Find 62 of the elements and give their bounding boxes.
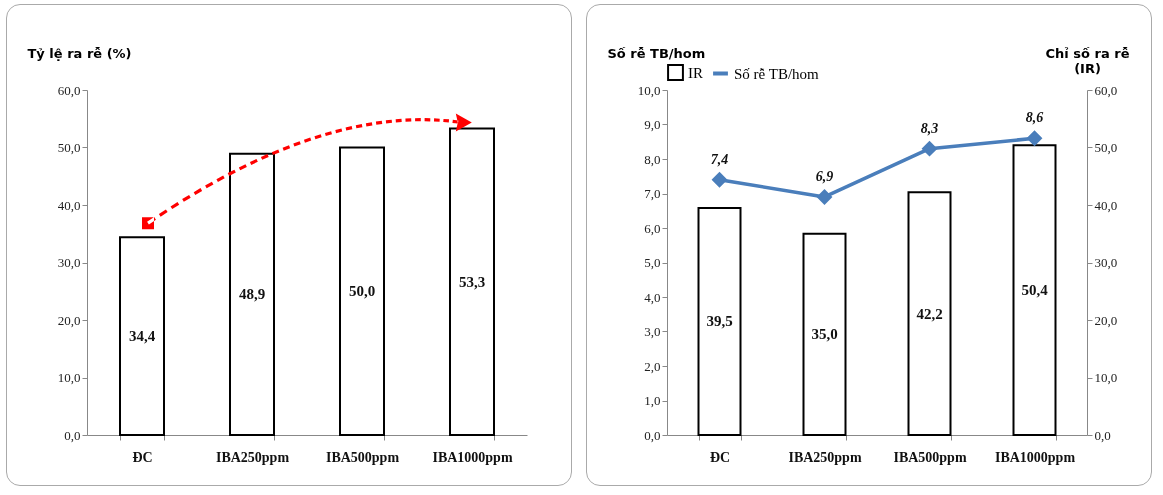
x-tick-label: IBA500ppm (893, 449, 967, 465)
bar (339, 146, 385, 436)
y-tick-label: 4,0 (644, 289, 661, 305)
bar (449, 127, 495, 436)
data-label: 53,3 (458, 273, 486, 290)
y-axis-title: Số rễ TB/hom (607, 45, 706, 61)
y2-axis-title: Chỉ số ra rễ (IR) (1045, 45, 1130, 76)
bar (697, 206, 742, 436)
y2-tick-label: 50,0 (1094, 140, 1118, 155)
data-label: 8,6 (1025, 110, 1044, 126)
data-label: 35,0 (811, 326, 838, 343)
data-label: 42,2 (916, 305, 943, 322)
y-tick-label: 60,0 (57, 82, 81, 98)
bar (802, 232, 847, 436)
y-tick-label: 10,0 (637, 82, 661, 98)
x-tick-label: IBA1000ppm (432, 449, 513, 465)
y2-tick-label: 30,0 (1094, 255, 1118, 270)
y-tick-label: 50,0 (57, 140, 81, 155)
y-axis-title: Tỷ lệ ra rễ (%) (27, 45, 132, 61)
bar (229, 152, 275, 436)
y-tick-label: 40,0 (57, 197, 81, 213)
y-tick-label: 3,0 (644, 324, 661, 339)
y-tick-label: 6,0 (644, 220, 661, 236)
data-label: 50,0 (348, 283, 376, 300)
y-tick-label: 8,0 (644, 151, 661, 167)
point (711, 172, 728, 188)
point (816, 189, 833, 205)
legend-label: Số rễ TB/hom (734, 65, 820, 82)
point (921, 141, 938, 157)
y-tick-label: 1,0 (644, 393, 661, 408)
y2-tick-label: 20,0 (1094, 312, 1118, 328)
y-tick-label: 10,0 (57, 370, 81, 385)
y-tick-label: 30,0 (57, 255, 81, 270)
data-label: 34,4 (128, 328, 156, 345)
y2-tick-label: 60,0 (1094, 82, 1118, 98)
bar (119, 236, 165, 436)
x-tick-label: ĐC (132, 449, 153, 465)
y2-tick-label: 0,0 (1094, 427, 1111, 443)
y2-tick-label: 40,0 (1094, 197, 1118, 213)
data-label: 7,4 (710, 151, 729, 167)
x-tick-label: ĐC (709, 449, 731, 465)
data-label: 8,3 (920, 120, 939, 136)
x-tick-label: IBA500ppm (325, 449, 400, 465)
y2-tick-label: 10,0 (1094, 370, 1118, 385)
data-label: 6,9 (815, 168, 834, 184)
legend-label: IR (688, 64, 703, 81)
bar (1012, 144, 1057, 436)
y-tick-label: 0,0 (644, 427, 661, 443)
bar (907, 191, 952, 436)
y-tick-label: 9,0 (644, 117, 661, 132)
y-tick-label: 0,0 (64, 427, 81, 443)
data-label: 39,5 (706, 313, 733, 330)
y-tick-label: 5,0 (644, 255, 661, 270)
x-tick-label: IBA250ppm (215, 449, 290, 465)
x-tick-label: IBA1000ppm (994, 449, 1076, 465)
y-tick-label: 20,0 (57, 312, 81, 328)
x-tick-label: IBA250ppm (788, 449, 862, 465)
y-tick-label: 2,0 (644, 358, 661, 374)
data-label: 50,4 (1021, 282, 1049, 299)
data-label: 48,9 (238, 286, 266, 303)
point (1026, 130, 1043, 146)
y-tick-label: 7,0 (644, 186, 661, 201)
